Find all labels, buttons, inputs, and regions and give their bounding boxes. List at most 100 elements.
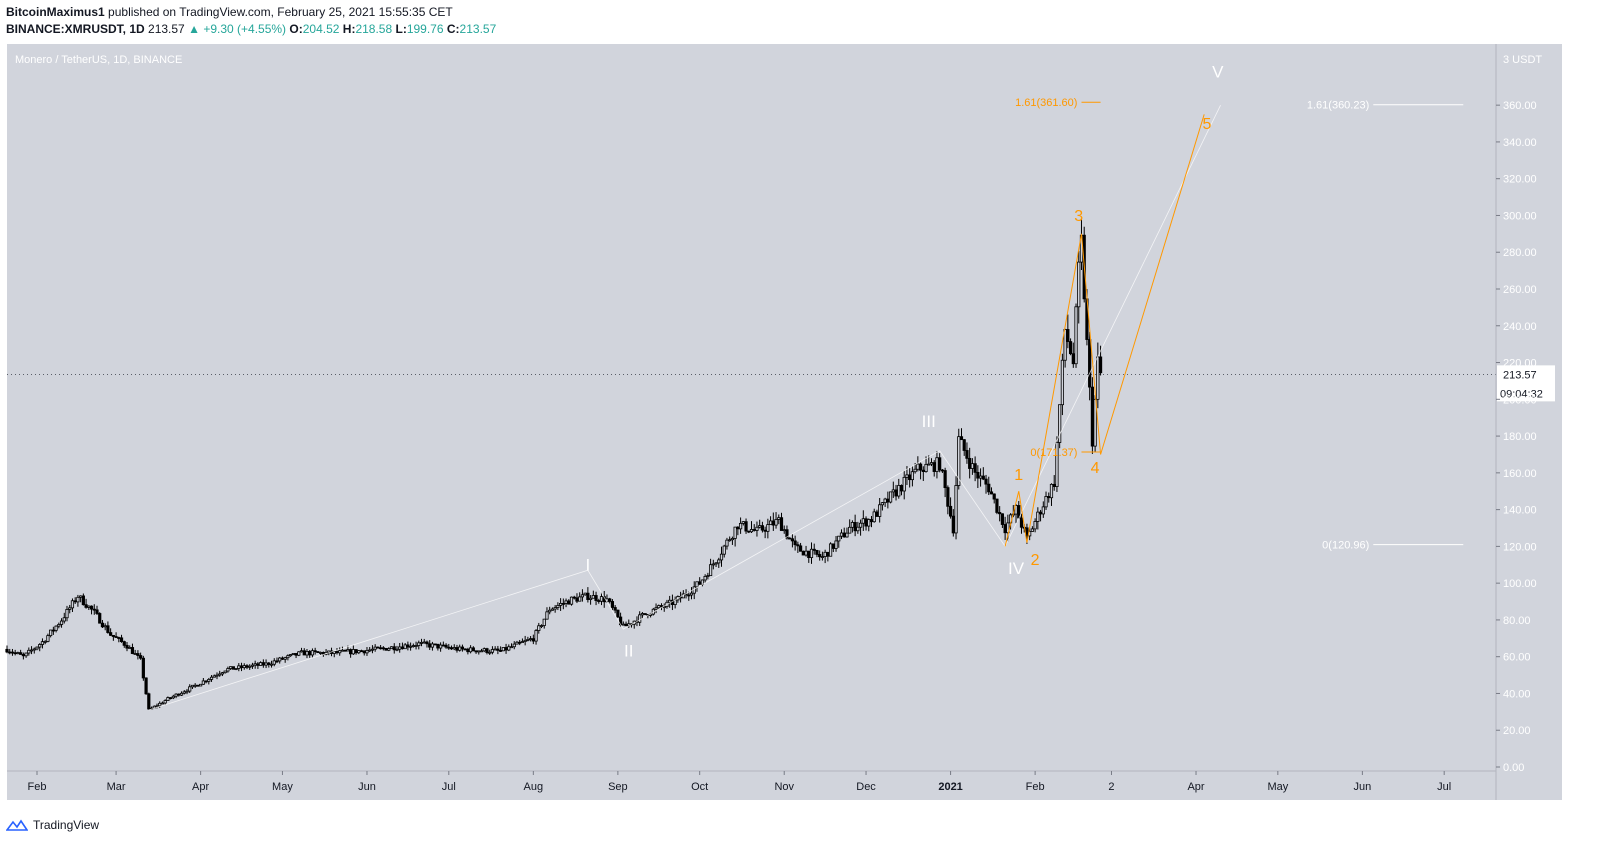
candle-body [899,485,904,492]
y-tick-label: 100.00 [1503,578,1537,590]
candle-body [51,629,55,632]
tradingview-footer[interactable]: TradingView [6,818,99,832]
candle-body [229,666,233,669]
candle-body [820,556,825,558]
candle-body [989,491,994,495]
candle-body [62,617,66,622]
candle-body [128,647,132,649]
candle-body [818,554,822,558]
candle-body [752,529,756,531]
candle-body [984,478,988,485]
candle-body [231,666,235,670]
candle-body [65,609,69,619]
candle-body [643,613,647,615]
y-tick-label: 0.00 [1503,762,1524,774]
candle-body [894,489,898,497]
candle-body [929,462,934,465]
candle-body [439,644,443,649]
axes-layer: 0.00 20.00 40.00 60.00 80.00 100.00 120.00 140.… [7,44,1542,800]
candle-body [902,476,906,492]
candle-body [542,618,546,626]
tradingview-brand: TradingView [33,818,100,832]
candle-body [237,665,241,669]
y-tick-label: 220.00 [1503,358,1537,370]
x-tick-label: 2 [1108,781,1114,793]
candle-body [1033,521,1037,530]
candle-body [736,526,740,530]
candle-body [550,608,555,611]
candle-body [449,647,454,650]
candle-body [962,439,966,451]
candle-body [545,611,549,620]
candle-body [81,595,85,606]
candle-body [122,641,126,646]
candle-body [40,641,45,645]
candle-body [387,648,391,651]
candle-body [294,653,298,656]
open-label: O: [289,22,303,36]
candle-body [788,537,792,540]
candle-body [886,498,890,503]
candle-body [452,647,456,650]
x-tick-label: Jun [1353,781,1371,793]
candle-body [954,485,958,534]
candle-body [948,505,953,517]
candle-body [245,665,249,668]
candle-body [319,652,323,654]
candle-body [463,648,467,651]
candle-body [479,650,484,653]
candle-body [790,538,795,542]
candle-body [1000,513,1004,525]
candle-body [411,645,415,647]
candle-body [965,450,969,459]
y-tick-label: 300.00 [1503,210,1537,222]
price-axis[interactable] [1496,44,1562,800]
candle-body [801,550,805,556]
candle-body [409,645,413,648]
candle-body [357,650,361,654]
candle-body [730,538,735,541]
candle-body [845,532,849,538]
candle-body [8,651,12,654]
plot-area[interactable] [7,44,1496,771]
candle-body [392,646,396,651]
last-price-label: 213.57 [1503,369,1537,381]
candle-body [1074,306,1078,365]
x-tick-label: Jun [358,781,376,793]
close-label: C: [446,22,460,36]
candle-body [338,650,342,654]
time-axis[interactable] [7,771,1496,800]
minor-wave-label: 4 [1091,460,1100,477]
minor-wave-label: 5 [1202,116,1211,133]
author-name[interactable]: BitcoinMaximus1 [6,5,105,19]
candle-body [518,641,522,644]
candle-body [594,595,598,601]
candle-body [264,662,268,666]
candle-body [455,647,459,651]
up-triangle-icon: ▲ [188,22,200,36]
candle-body [725,539,729,547]
candle-body [905,474,909,478]
candle-body [76,596,80,603]
candle-body [248,665,252,668]
candle-body [95,609,99,614]
candle-body [978,475,983,479]
high-label: H: [342,22,356,36]
candle-body [959,436,964,441]
candle-body [1049,483,1054,499]
x-tick-label: Mar [107,781,126,793]
candle-body [490,649,495,653]
candle-body [444,644,448,648]
candle-body [114,636,118,638]
candle-body [84,604,88,608]
candle-body [19,652,23,655]
candle-body [68,607,72,610]
candle-body [515,641,519,645]
candle-body [269,663,274,666]
candle-body [501,647,505,652]
candle-body [384,647,388,651]
candle-body [539,625,544,627]
candle-body [548,609,552,613]
candle-body [556,605,560,608]
